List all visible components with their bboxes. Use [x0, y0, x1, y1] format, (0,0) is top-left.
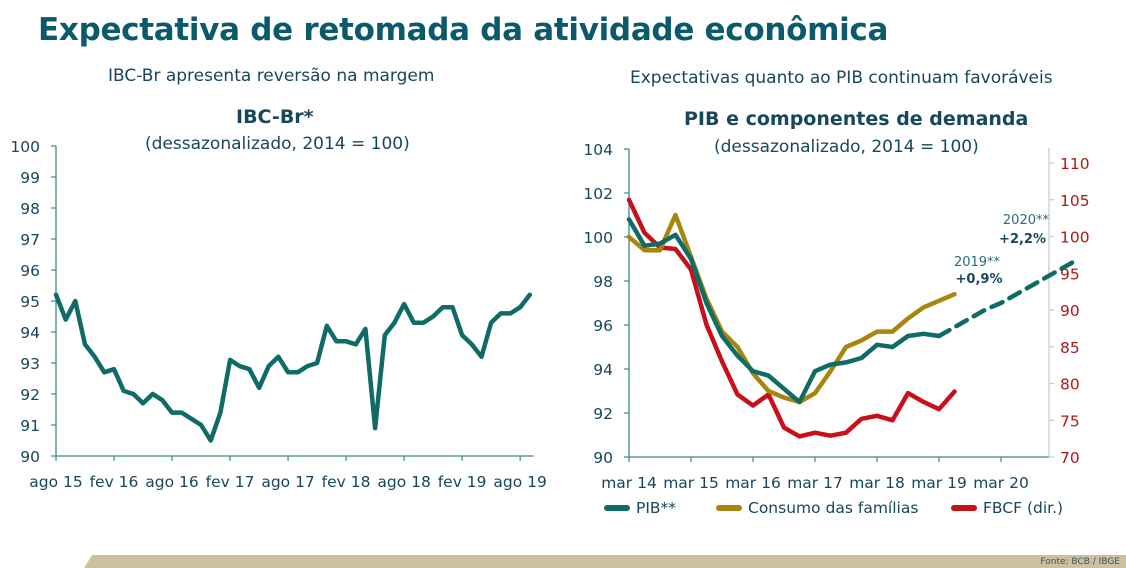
source-note: Fonte: BCB / IBGE	[1040, 557, 1120, 567]
x-tick-label: ago 17	[261, 473, 314, 491]
y-tick-label-left: 96	[593, 317, 613, 335]
right-chart-subtitle: (dessazonalizado, 2014 = 100)	[714, 137, 979, 157]
y-tick-label-left: 92	[593, 405, 613, 423]
y-tick-label: 95	[20, 293, 40, 311]
x-tick-label: ago 16	[145, 473, 198, 491]
y-tick-label-left: 102	[583, 185, 613, 203]
x-tick-label: fev 17	[206, 473, 255, 491]
y-tick-label-left: 90	[593, 449, 613, 467]
x-tick-label: mar 15	[663, 474, 719, 492]
y-tick-label: 99	[20, 169, 40, 187]
y-tick-label: 94	[20, 324, 40, 342]
annotation-2020-value: +2,2%	[999, 232, 1046, 247]
legend-item-consumo: Consumo das famílias	[716, 499, 918, 517]
y-tick-label: 92	[20, 386, 40, 404]
x-tick-label: mar 19	[911, 474, 967, 492]
x-tick-label: mar 14	[601, 474, 657, 492]
y-tick-label-right: 90	[1060, 302, 1080, 320]
y-tick-label: 93	[20, 355, 40, 373]
x-tick-label: mar 20	[973, 474, 1029, 492]
annotation-2019-label: 2019**	[954, 255, 1001, 270]
series-line-pib	[626, 217, 942, 405]
annotation-2020-label: 2020**	[1003, 213, 1050, 228]
legend-label-pib: PIB**	[636, 499, 677, 517]
x-tick-label: fev 18	[322, 473, 371, 491]
series-line-ibc-br	[53, 292, 533, 443]
y-tick-label: 90	[20, 448, 40, 466]
footer-band	[84, 555, 1126, 568]
legend-label-consumo: Consumo das famílias	[748, 499, 919, 517]
y-tick-label: 98	[20, 200, 40, 218]
x-tick-label: mar 18	[849, 474, 905, 492]
y-tick-label-right: 75	[1060, 412, 1080, 430]
x-tick-label: fev 16	[90, 473, 139, 491]
series-line-consumo	[626, 212, 957, 405]
legend-swatch-pib	[604, 505, 630, 511]
y-tick-label-right: 80	[1060, 376, 1080, 394]
x-tick-label: ago 18	[377, 473, 430, 491]
y-tick-label-left: 94	[593, 361, 613, 379]
x-tick-label: fev 19	[438, 473, 487, 491]
y-tick-label-left: 98	[593, 273, 613, 291]
x-tick-label: mar 17	[787, 474, 843, 492]
y-tick-label: 96	[20, 262, 40, 280]
legend-swatch-consumo	[716, 505, 742, 511]
y-tick-label: 97	[20, 231, 40, 249]
left-chart-title: IBC-Br*	[236, 106, 314, 128]
y-tick-label-left: 100	[583, 229, 613, 247]
y-tick-label-right: 70	[1060, 449, 1080, 467]
y-tick-label: 100	[10, 138, 40, 156]
legend-item-fbcf: FBCF (dir.)	[951, 499, 1063, 517]
right-chart-title: PIB e componentes de demanda	[684, 108, 1029, 130]
series-line-pib-projection	[936, 256, 1081, 339]
legend-item-pib: PIB**	[604, 499, 676, 517]
series-line-fbcf	[626, 197, 957, 439]
y-tick-label-left: 104	[583, 141, 613, 159]
right-subtitle: Expectativas quanto ao PIB continuam fav…	[630, 68, 1053, 88]
y-tick-label-right: 95	[1060, 265, 1080, 283]
annotation-2019-value: +0,9%	[956, 272, 1003, 287]
x-tick-label: mar 16	[725, 474, 781, 492]
left-chart-subtitle: (dessazonalizado, 2014 = 100)	[145, 134, 410, 154]
y-tick-label-right: 85	[1060, 339, 1080, 357]
x-tick-label: ago 15	[29, 473, 82, 491]
y-tick-label: 91	[20, 417, 40, 435]
x-tick-label: ago 19	[493, 473, 546, 491]
y-tick-label-right: 105	[1060, 192, 1090, 210]
legend-label-fbcf: FBCF (dir.)	[983, 499, 1064, 517]
legend-swatch-fbcf	[951, 505, 977, 511]
page-title: Expectativa de retomada da atividade eco…	[38, 12, 889, 48]
y-tick-label-right: 110	[1060, 155, 1090, 173]
y-tick-label-right: 100	[1060, 229, 1090, 247]
left-subtitle: IBC-Br apresenta reversão na margem	[108, 66, 435, 86]
